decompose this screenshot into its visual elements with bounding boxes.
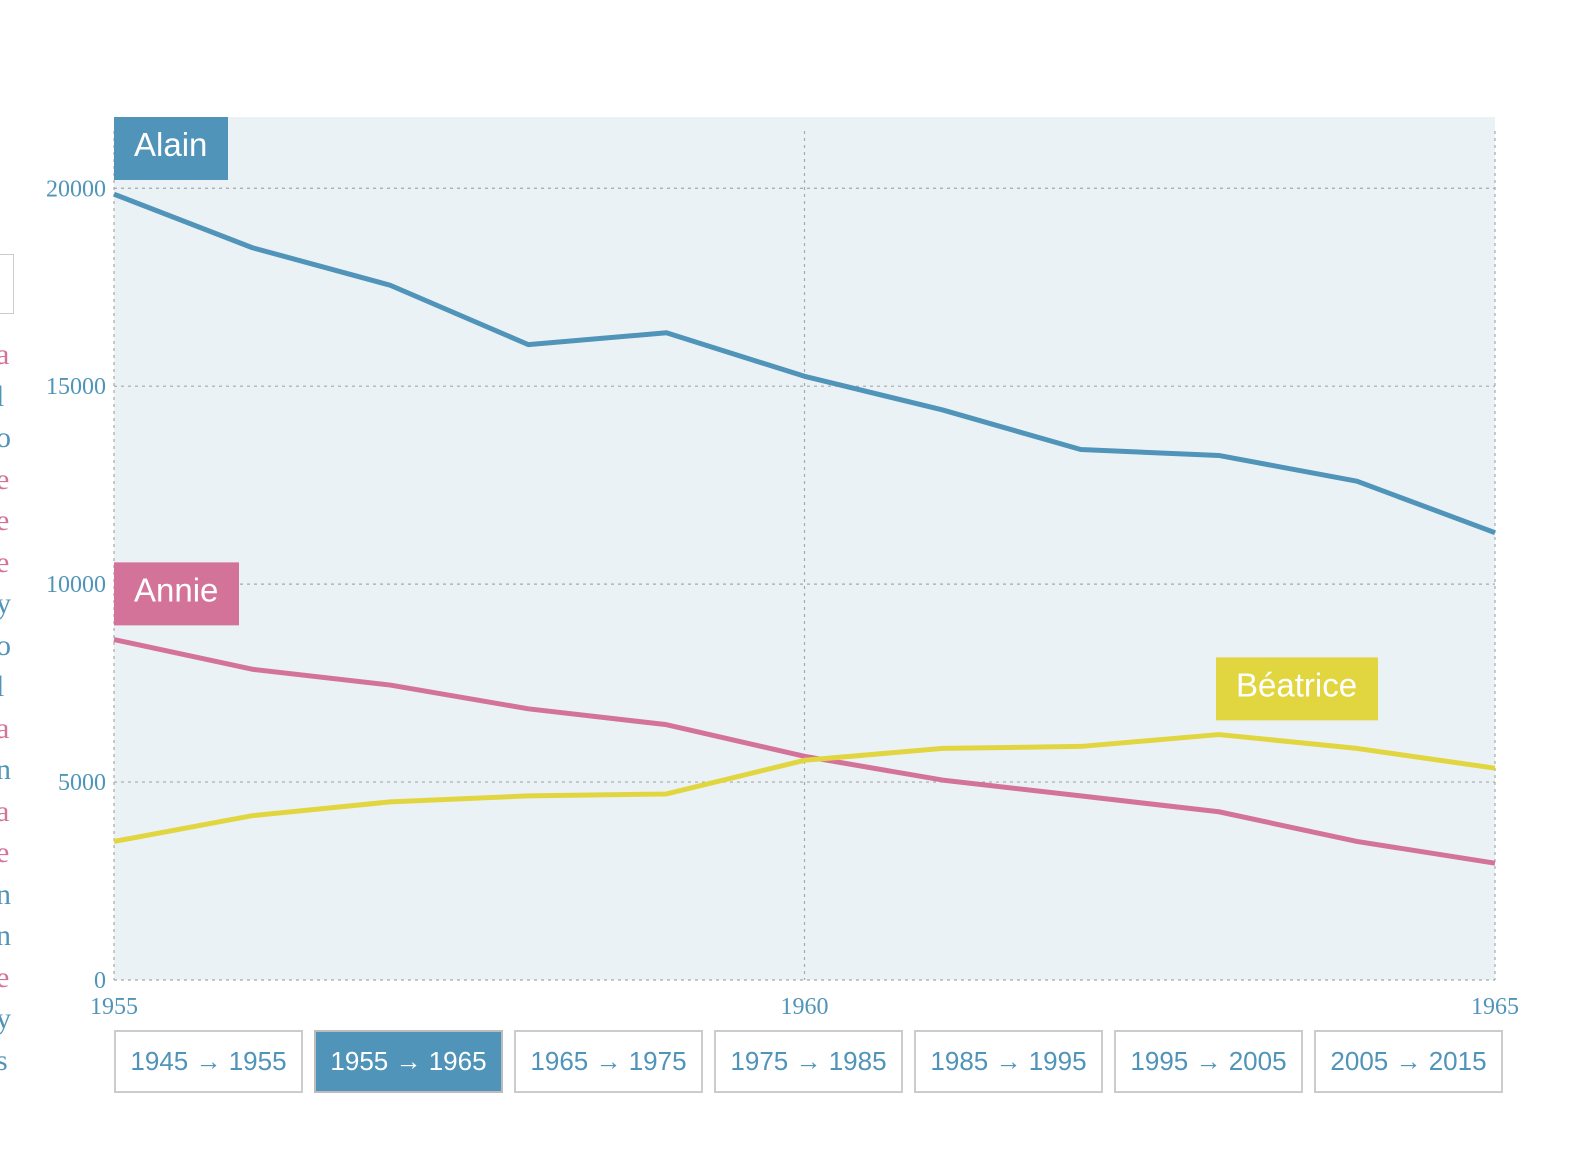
side-legend-letter: e (0, 960, 10, 994)
range-button-0[interactable]: 1945 → 1955 (114, 1030, 303, 1093)
y-tick-label: 20000 (46, 176, 106, 202)
series-label-annie: Annie (114, 562, 239, 626)
axis-tick-labels: 0 5000 10000 15000 20000 1955 1960 1965 (46, 176, 1519, 1020)
y-tick-label: 10000 (46, 572, 106, 598)
series-label-text: Béatrice (1236, 666, 1357, 703)
series-lines (113, 191, 1496, 866)
side-legend-letter: l (0, 379, 5, 413)
side-legend-letter: n (0, 877, 11, 911)
side-legend-letter: a (0, 338, 10, 371)
series-label-box (114, 562, 239, 626)
side-legend-letter: e (0, 504, 10, 537)
x-tick-label: 1965 (1471, 994, 1519, 1020)
side-legend-letter: l (0, 670, 5, 703)
series-label-text: Alain (134, 126, 207, 163)
side-legend-letter: y (0, 1002, 11, 1035)
grid (113, 131, 1496, 981)
series-line-béatrice (113, 732, 1496, 844)
series-line-alain (113, 191, 1496, 536)
series-label-alain: Alain (114, 117, 228, 180)
side-legend-letter: o (0, 628, 11, 662)
x-tick-label: 1960 (781, 994, 829, 1020)
x-tick-label: 1955 (90, 994, 138, 1020)
range-button-1[interactable]: 1955 → 1965 (314, 1030, 503, 1093)
side-legend-letter: e (0, 545, 10, 579)
series-label-text: Annie (134, 571, 218, 608)
side-legend-letter: e (0, 836, 10, 869)
series-label-béatrice: Béatrice (1216, 657, 1379, 721)
range-button-5[interactable]: 1995 → 2005 (1114, 1030, 1303, 1093)
plot-background (114, 117, 1495, 980)
range-button-4[interactable]: 1985 → 1995 (914, 1030, 1103, 1093)
side-legend-letter: a (0, 711, 10, 745)
series-labels: Alain Annie Béatrice (114, 117, 1379, 721)
range-button-6[interactable]: 2005 → 2015 (1314, 1030, 1503, 1093)
series-line-annie (113, 637, 1496, 866)
y-tick-label: 15000 (46, 374, 106, 400)
series-label-box (1216, 657, 1379, 721)
side-legend-letter: n (0, 919, 11, 952)
side-legend-letter: y (0, 587, 11, 620)
y-tick-label: 0 (94, 968, 106, 994)
side-legend-letter: e (0, 462, 10, 496)
side-legend-letter: s (0, 1043, 8, 1077)
side-legend-letter: n (0, 753, 11, 786)
y-tick-label: 5000 (58, 770, 106, 796)
range-button-3[interactable]: 1975 → 1985 (714, 1030, 903, 1093)
range-button-2[interactable]: 1965 → 1975 (514, 1030, 703, 1093)
side-legend-letter: o (0, 421, 11, 454)
series-label-box (114, 117, 228, 180)
side-legend-box (0, 254, 14, 314)
side-legend-letter: a (0, 794, 10, 828)
